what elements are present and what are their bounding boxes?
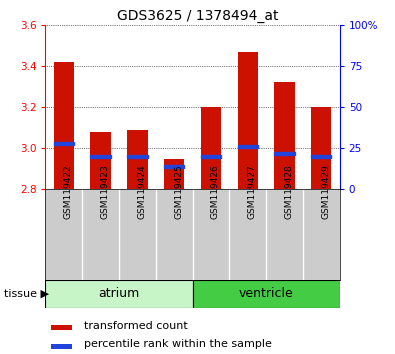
Bar: [311, 107, 331, 189]
Bar: [164, 159, 184, 189]
Bar: [238, 145, 258, 148]
Text: GSM119423: GSM119423: [101, 165, 109, 219]
Text: GSM119422: GSM119422: [64, 165, 73, 219]
Bar: [90, 155, 111, 158]
Bar: [164, 165, 184, 168]
Bar: [201, 155, 221, 158]
Bar: [51, 325, 72, 330]
Bar: [54, 62, 74, 189]
Bar: [45, 280, 193, 308]
Bar: [90, 132, 111, 189]
Text: GSM119429: GSM119429: [321, 165, 330, 219]
Text: GSM119425: GSM119425: [174, 165, 183, 219]
Text: ventricle: ventricle: [239, 287, 293, 300]
Text: percentile rank within the sample: percentile rank within the sample: [84, 339, 271, 349]
Bar: [127, 155, 147, 158]
Bar: [275, 152, 295, 155]
Text: GDS3625 / 1378494_at: GDS3625 / 1378494_at: [117, 9, 278, 23]
Bar: [51, 344, 72, 349]
Bar: [238, 52, 258, 189]
Bar: [193, 280, 340, 308]
Text: GSM119427: GSM119427: [248, 165, 257, 219]
Bar: [127, 130, 147, 189]
Text: GSM119424: GSM119424: [137, 165, 147, 219]
Text: tissue ▶: tissue ▶: [4, 289, 49, 299]
Text: transformed count: transformed count: [84, 320, 188, 331]
Text: GSM119428: GSM119428: [284, 165, 293, 219]
Text: GSM119426: GSM119426: [211, 165, 220, 219]
Bar: [54, 142, 74, 145]
Bar: [311, 155, 331, 158]
Text: atrium: atrium: [98, 287, 139, 300]
Bar: [201, 107, 221, 189]
Bar: [275, 82, 295, 189]
